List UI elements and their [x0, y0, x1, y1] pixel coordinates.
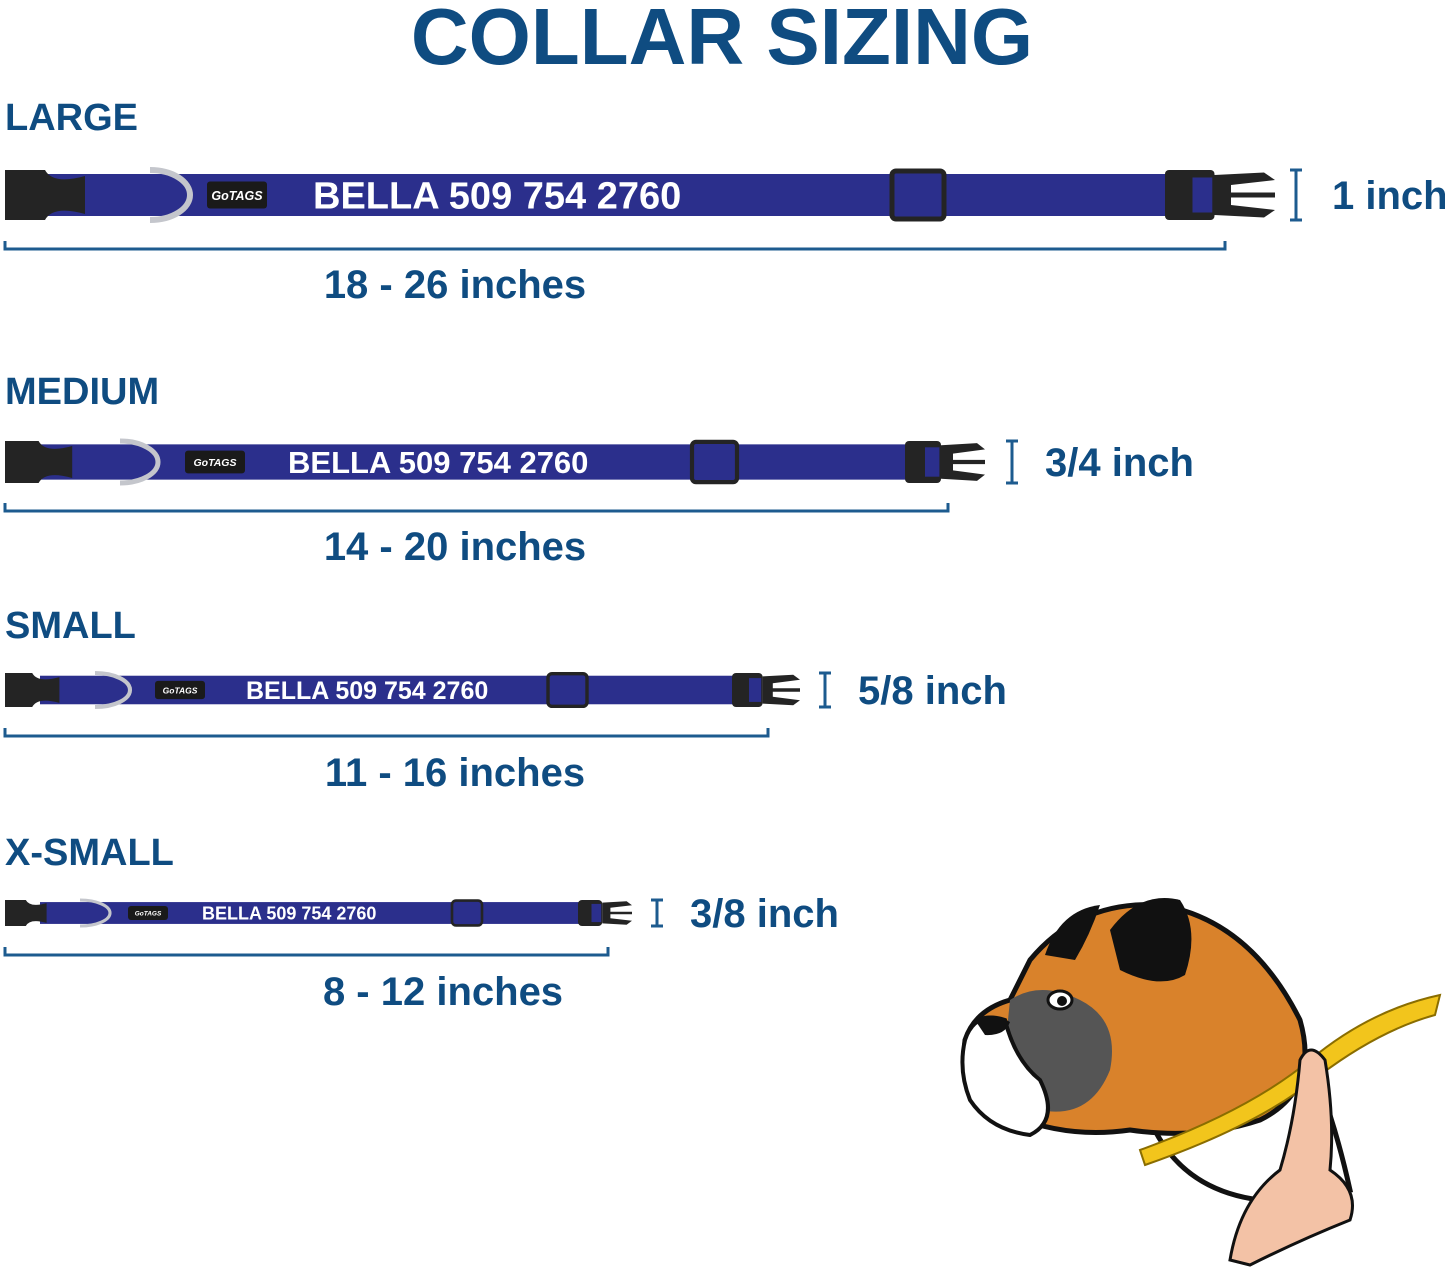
- width-label: 1 inch: [1332, 174, 1445, 218]
- collar-text: BELLA 509 754 2760: [202, 903, 376, 923]
- collar-illustration: GoTAGS BELLA 509 754 2760: [5, 898, 632, 928]
- size-heading: SMALL: [5, 605, 136, 647]
- buckle-female: [5, 900, 47, 926]
- collar-illustration: GoTAGS BELLA 509 754 2760: [5, 438, 985, 486]
- width-indicator-icon: [819, 671, 831, 709]
- length-measure-line: [3, 503, 950, 513]
- logo-text: GoTAGS: [194, 457, 237, 469]
- slider: [689, 439, 740, 485]
- boxer-dog-neck-measuring-tape-icon: [960, 898, 1442, 1267]
- buckle-female: [5, 441, 73, 483]
- gotags-logo: [207, 181, 267, 209]
- length-label: 14 - 20 inches: [324, 525, 586, 569]
- collar-text: BELLA 509 754 2760: [288, 445, 588, 480]
- size-small: SMALL GoTAGS BELLA 509 754 2760 11 - 16 inc…: [3, 605, 1007, 795]
- size-large: LARGE GoTAGS BELLA 509 754 2760 18 - 26 inc…: [3, 97, 1445, 307]
- size-heading: MEDIUM: [5, 371, 159, 413]
- slider: [450, 899, 484, 927]
- length-label: 18 - 26 inches: [324, 263, 586, 307]
- buckle-female: [5, 170, 85, 220]
- logo-text: GoTAGS: [163, 685, 198, 695]
- length-measure-line: [3, 728, 770, 738]
- length-measure-line: [3, 947, 610, 957]
- size-medium: MEDIUM GoTAGS BELLA 509 754 2760 14 - 20 in…: [3, 371, 1194, 569]
- gotags-logo: [155, 680, 205, 700]
- size-x-small: X-SMALL GoTAGS BELLA 509 754 2760 8 - 12 in…: [3, 832, 839, 1014]
- gotags-logo: [128, 905, 168, 921]
- width-label: 5/8 inch: [858, 669, 1007, 713]
- collar-text: BELLA 509 754 2760: [246, 677, 488, 705]
- collar-illustration: GoTAGS BELLA 509 754 2760: [5, 670, 800, 710]
- size-heading: X-SMALL: [5, 832, 174, 874]
- collar-illustration: GoTAGS BELLA 509 754 2760: [5, 167, 1275, 223]
- gotags-logo: [185, 450, 245, 474]
- d-ring: [119, 438, 161, 486]
- size-heading: LARGE: [5, 97, 138, 139]
- length-label: 8 - 12 inches: [323, 970, 563, 1014]
- logo-text: GoTAGS: [135, 911, 162, 918]
- width-label: 3/8 inch: [690, 892, 839, 936]
- width-label: 3/4 inch: [1045, 441, 1194, 485]
- buckle-female: [5, 673, 60, 707]
- length-measure-line: [3, 241, 1227, 251]
- slider: [889, 168, 947, 222]
- width-indicator-icon: [1290, 168, 1302, 222]
- logo-text: GoTAGS: [211, 189, 263, 203]
- width-indicator-icon: [651, 898, 663, 928]
- page-title: COLLAR SIZING: [411, 0, 1033, 81]
- d-ring: [79, 898, 112, 928]
- width-indicator-icon: [1006, 439, 1018, 485]
- collar-text: BELLA 509 754 2760: [313, 176, 681, 218]
- length-label: 11 - 16 inches: [325, 751, 585, 795]
- slider: [546, 671, 589, 709]
- d-ring: [94, 670, 132, 710]
- d-ring: [149, 167, 193, 223]
